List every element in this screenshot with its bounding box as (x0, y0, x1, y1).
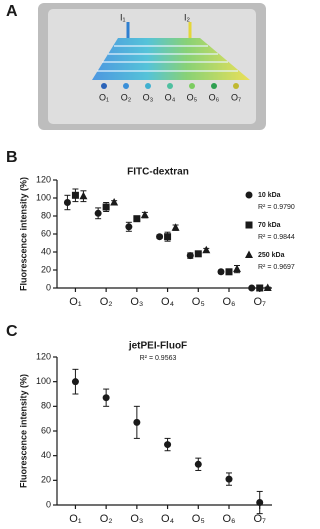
marker (194, 460, 202, 468)
marker (225, 268, 233, 276)
outlet-label: O₃ (143, 92, 154, 102)
marker (202, 245, 211, 254)
marker (110, 198, 119, 206)
marker (164, 441, 172, 449)
y-tick-label: 120 (36, 351, 51, 361)
x-tick-label: O₇ (254, 296, 267, 308)
marker (256, 499, 264, 507)
marker (245, 221, 253, 229)
x-tick-label: O₃ (130, 513, 143, 525)
figure: A I₁ I₂ O₁ O₂ O₃ O₄ O₅ O₆ O₇ B FITC-dextran Fluor… (6, 3, 295, 525)
legend-label: 10 kDa (258, 192, 281, 199)
y-tick-label: 80 (41, 210, 51, 220)
x-tick-label: O₅ (192, 296, 205, 308)
marker (133, 215, 141, 223)
marker (233, 264, 241, 273)
y-tick-label: 40 (41, 450, 51, 460)
y-tick-label: 100 (36, 192, 51, 202)
marker (156, 233, 164, 241)
marker (79, 191, 88, 200)
marker (133, 418, 141, 426)
y-tick-label: 120 (36, 174, 51, 184)
outlet-label: O₆ (209, 92, 220, 102)
marker (102, 394, 110, 402)
x-tick-label: O₁ (69, 296, 82, 308)
outlet-label: O₁ (99, 92, 109, 102)
x-tick-label: O₆ (223, 296, 236, 308)
inlet-label: I₁ (120, 12, 126, 22)
y-tick-label: 60 (41, 425, 51, 435)
y-tick-label: 20 (41, 475, 51, 485)
y-axis-label: Fluorescence intensity (%) (18, 177, 28, 291)
marker (248, 284, 256, 292)
legend-r2: R² = 0.9790 (258, 204, 295, 211)
inlet-label: I₂ (184, 12, 191, 22)
x-tick-label: O₇ (254, 513, 267, 525)
marker (164, 233, 172, 241)
marker (71, 191, 79, 199)
y-tick-label: 60 (41, 228, 51, 238)
marker (245, 191, 253, 199)
legend-label: 70 kDa (258, 222, 281, 229)
marker (186, 252, 194, 260)
outlet-ports (101, 83, 239, 89)
panel-label: A (6, 3, 18, 20)
y-tick-label: 0 (46, 499, 51, 509)
marker (140, 210, 149, 219)
y-tick-label: 0 (46, 282, 51, 292)
marker (256, 284, 264, 292)
marker (263, 283, 272, 291)
x-tick-label: O₂ (100, 296, 113, 308)
marker (171, 223, 180, 231)
y-axis-label: Fluorescence intensity (%) (18, 374, 28, 488)
channel-network (92, 38, 250, 80)
x-tick-label: O₃ (130, 296, 143, 308)
marker (94, 209, 102, 217)
y-tick-label: 100 (36, 376, 51, 386)
marker (102, 203, 110, 211)
marker (225, 475, 233, 483)
marker (71, 378, 79, 386)
marker (63, 199, 71, 206)
marker (125, 223, 133, 231)
legend-label: 250 kDa (258, 252, 285, 259)
outlet-label: O₇ (231, 92, 241, 102)
outlet-label: O₂ (121, 92, 132, 102)
x-tick-label: O₄ (161, 513, 175, 525)
y-tick-label: 80 (41, 401, 51, 411)
y-tick-label: 40 (41, 246, 51, 256)
outlet-label: O₅ (187, 92, 198, 102)
channel-grid (97, 45, 238, 72)
x-tick-label: O₅ (192, 513, 205, 525)
marker (245, 250, 253, 258)
chart-title: FITC-dextran (127, 167, 189, 178)
legend-r2: R² = 0.9844 (258, 234, 295, 241)
x-tick-label: O₁ (69, 513, 82, 525)
outlet-label: O₄ (165, 92, 176, 102)
x-tick-label: O₆ (223, 513, 236, 525)
annotation: R² = 0.9563 (140, 355, 177, 362)
chart-title: jetPEI-FluoF (128, 341, 187, 352)
panel-label: B (6, 149, 18, 166)
x-tick-label: O₄ (161, 296, 175, 308)
marker (194, 250, 202, 258)
marker (217, 268, 225, 276)
panel-label: C (6, 323, 18, 340)
x-tick-label: O₂ (100, 513, 113, 525)
legend-r2: R² = 0.9697 (258, 264, 295, 271)
y-tick-label: 20 (41, 264, 51, 274)
